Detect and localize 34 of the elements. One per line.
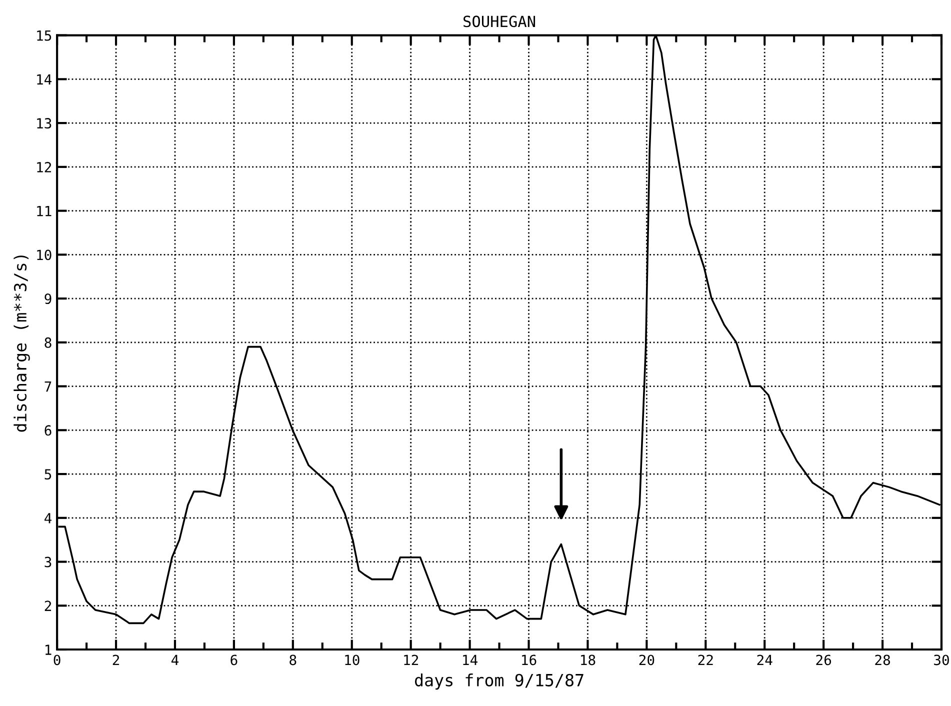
x-tick-label: 30 [934, 654, 949, 666]
y-tick-label: 14 [37, 74, 52, 84]
y-tick-label: 15 [37, 30, 52, 41]
x-tick-label: 4 [171, 654, 178, 666]
x-tick-label: 0 [54, 654, 60, 666]
x-tick-label: 8 [290, 654, 296, 666]
x-tick-label: 20 [639, 654, 654, 666]
y-tick-label: 9 [44, 294, 52, 304]
x-tick-label: 18 [581, 654, 596, 666]
x-tick-label: 28 [875, 654, 890, 666]
y-tick-label: 1 [46, 644, 52, 655]
x-tick-label: 14 [463, 654, 478, 666]
x-tick-label: 26 [816, 654, 832, 666]
y-axis-title: discharge (m**3/s) [14, 256, 30, 432]
y-tick-label: 2 [44, 600, 52, 611]
x-tick-label: 10 [345, 654, 360, 666]
y-tick-label: 10 [37, 250, 52, 260]
x-tick-label: 16 [522, 654, 536, 666]
y-tick-label: 5 [44, 469, 52, 480]
y-tick-label: 11 [37, 206, 52, 216]
x-tick-label: 12 [404, 654, 418, 666]
y-tick-label: 4 [44, 513, 52, 524]
y-tick-label: 13 [37, 118, 52, 129]
x-tick-label: 22 [698, 654, 713, 666]
x-tick-label: 2 [112, 654, 120, 666]
y-tick-label: 12 [37, 162, 52, 172]
y-tick-label: 8 [44, 337, 52, 348]
y-tick-label: 6 [44, 425, 52, 436]
y-tick-label: 3 [44, 556, 52, 568]
y-tick-label: 7 [44, 381, 52, 392]
x-axis-title: days from 9/15/87 [414, 674, 584, 690]
x-tick-label: 24 [757, 654, 772, 666]
x-tick-label: 6 [230, 654, 238, 666]
chart-title: SOUHEGAN [464, 16, 536, 28]
